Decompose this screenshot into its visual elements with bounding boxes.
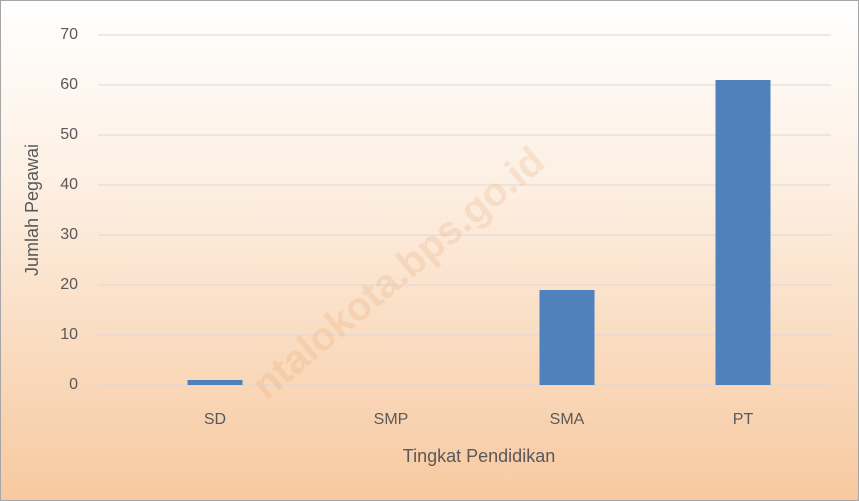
bar (539, 290, 595, 385)
y-axis-label: Jumlah Pegawai (22, 144, 42, 276)
y-tick-label: 40 (60, 176, 78, 193)
x-tick-label: SMP (374, 411, 409, 428)
y-tick-label: 60 (60, 76, 78, 93)
y-tick-label: 70 (60, 26, 78, 43)
y-tick-label: 10 (60, 326, 78, 343)
y-tick-label: 50 (60, 126, 78, 143)
y-tick-label: 20 (60, 276, 78, 293)
y-tick-label: 0 (69, 376, 78, 393)
x-axis-label: Tingkat Pendidikan (403, 446, 555, 466)
y-tick-label: 30 (60, 226, 78, 243)
bar (187, 380, 243, 385)
x-tick-label: SD (204, 411, 226, 428)
bar (715, 80, 771, 385)
x-tick-label: SMA (550, 411, 585, 428)
x-tick-label: PT (733, 411, 754, 428)
